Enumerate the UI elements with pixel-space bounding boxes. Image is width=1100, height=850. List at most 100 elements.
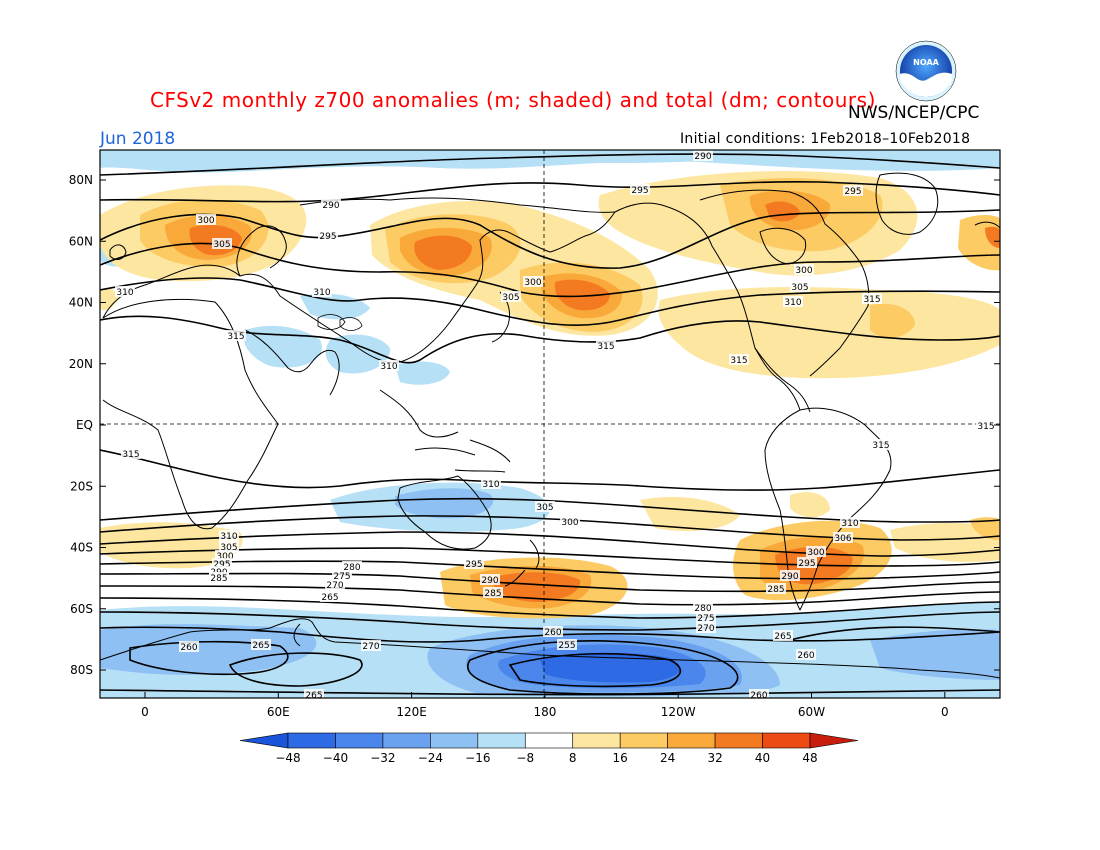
lat-label: 80S	[70, 663, 93, 677]
contour-label-bg	[806, 546, 826, 557]
contour-label: 285	[210, 574, 227, 584]
contour-label-bg	[766, 583, 786, 594]
contour-label-bg	[535, 501, 555, 512]
lake-outlines	[317, 314, 363, 331]
contour-label-bg	[797, 557, 817, 568]
contour-label: 265	[774, 632, 791, 642]
noaa-logo-icon: NOAA	[895, 40, 957, 102]
colorbar-tick-label: 48	[802, 751, 817, 765]
contour-label: 265	[321, 593, 338, 603]
contour-label: 310	[313, 288, 330, 298]
contour-label-bg	[464, 558, 484, 569]
contour-label: 270	[362, 642, 379, 652]
contour-label-bg	[219, 541, 239, 552]
colorbar-swatch	[714, 732, 763, 749]
colorbar-tick-label: 32	[707, 751, 722, 765]
contour-label: 300	[197, 216, 214, 226]
contour-label: 305	[502, 293, 519, 303]
contour-label-bg	[780, 570, 800, 581]
lon-label: 180	[533, 705, 556, 719]
contour-label: 306	[834, 534, 851, 544]
colorbar-tick-label: 24	[660, 751, 675, 765]
contour-label-bg	[304, 689, 324, 698]
contour-label: 305	[220, 543, 237, 553]
contour-label-bg	[729, 354, 749, 365]
grid-lines	[100, 150, 1000, 698]
contour-label: 290	[694, 152, 711, 162]
contour-label: 265	[305, 691, 322, 701]
contour-label-bg	[871, 439, 891, 450]
colorbar-tick-label: −16	[465, 751, 490, 765]
contour-label: 305	[536, 503, 553, 513]
colorbar-tick-label: −32	[370, 751, 395, 765]
colorbar-tick-label: 16	[613, 751, 628, 765]
forecast-period: Jun 2018	[100, 129, 176, 149]
contour-label-bg	[251, 639, 271, 650]
map-frame	[99, 149, 1001, 699]
contour-label: 285	[767, 585, 784, 595]
colorbar-swatch	[524, 732, 574, 749]
colorbar-low-arrow	[239, 732, 289, 749]
colorbar-high-arrow	[809, 732, 859, 749]
contour-label-bg	[209, 566, 229, 577]
colorbar-swatch	[619, 732, 668, 749]
height-contours	[100, 153, 1000, 696]
latitude-axis: 80N 60N 40N 20N EQ 20S 40S 60S 80S	[69, 173, 1000, 677]
colorbar-swatch	[762, 732, 811, 749]
contour-label: 315	[122, 450, 139, 460]
lat-label: 20N	[69, 357, 93, 371]
contour-label-bg	[226, 330, 246, 341]
contour-label: 315	[872, 441, 889, 451]
lon-label: 0	[941, 705, 949, 719]
contour-label-bg	[693, 150, 713, 161]
colorbar-swatch	[667, 732, 716, 749]
contour-label-bg	[843, 185, 863, 196]
lat-label: 40S	[70, 541, 93, 555]
contour-label-bg	[212, 238, 232, 249]
contour-label: 300	[524, 278, 541, 288]
contour-label-bg	[219, 530, 239, 541]
colorbar-swatch	[572, 732, 621, 749]
contour-label: 280	[343, 563, 360, 573]
contour-label: 285	[484, 589, 501, 599]
contour-label-bg	[796, 649, 816, 660]
lat-label: 80N	[69, 173, 93, 187]
lat-label: 60N	[69, 234, 93, 248]
contour-label: 295	[798, 559, 815, 569]
contour-label: 260	[180, 643, 197, 653]
longitude-axis: 0 60E 120E 180 120W 60W 0	[141, 692, 949, 719]
contour-label: 260	[750, 691, 767, 701]
contour-label: 290	[481, 576, 498, 586]
lon-label: 0	[141, 705, 149, 719]
contour-label: 310	[784, 298, 801, 308]
contour-label-bg	[523, 276, 543, 287]
contour-label: 295	[319, 232, 336, 242]
initial-conditions: Initial conditions: 1Feb2018–10Feb2018	[680, 131, 971, 147]
contour-label-bg	[196, 214, 216, 225]
colorbar-tick-label: −24	[418, 751, 443, 765]
contour-label-bg	[790, 281, 810, 292]
colorbar-tick-label: 40	[755, 751, 770, 765]
colorbar-tick-label: −40	[323, 751, 348, 765]
contour-label: 290	[322, 201, 339, 211]
lon-label: 120E	[396, 705, 427, 719]
contour-label-bg	[342, 561, 362, 572]
contour-label-bg	[862, 293, 882, 304]
contour-label-bg	[215, 550, 235, 561]
contour-label: 265	[252, 641, 269, 651]
contour-label: 315	[227, 332, 244, 342]
contour-label-bg	[840, 517, 860, 528]
lat-label: EQ	[76, 418, 93, 432]
agency-label: NWS/NCEP/CPC	[848, 103, 980, 123]
colorbar-tick-label: 8	[569, 751, 577, 765]
contour-label-bg	[312, 286, 332, 297]
contour-label-bg	[543, 626, 563, 637]
colorbar-swatch	[382, 732, 431, 749]
map-title: CFSv2 monthly z700 anomalies (m; shaded)…	[150, 88, 876, 112]
contour-label-bg	[480, 574, 500, 585]
contour-label-bg	[321, 199, 341, 210]
contour-label: 305	[213, 240, 230, 250]
contour-label-bg	[557, 639, 577, 650]
